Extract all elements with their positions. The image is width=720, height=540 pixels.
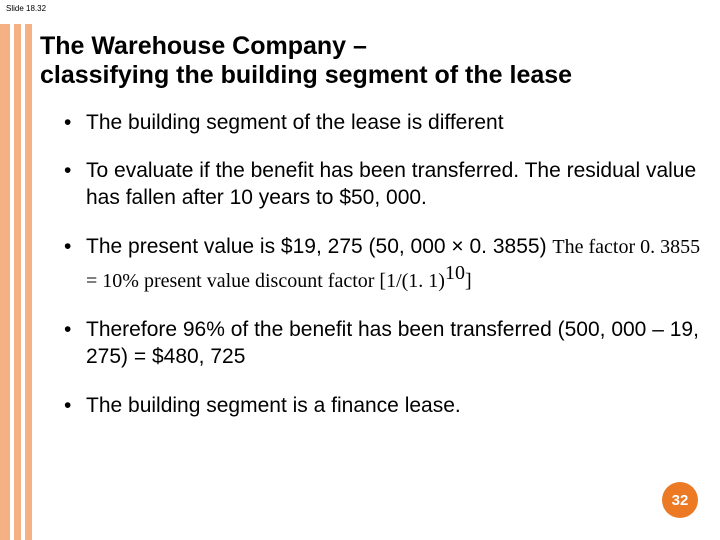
title-line-1: The Warehouse Company –	[40, 32, 367, 60]
slide-ref: Slide 18.32	[6, 4, 46, 13]
bullet-1: The building segment of the lease is dif…	[64, 110, 702, 137]
bullet-3-arial: The present value is $19, 275 (50, 000 ×…	[86, 235, 552, 258]
bullet-list: The building segment of the lease is dif…	[40, 110, 702, 420]
bullet-2: To evaluate if the benefit has been tran…	[64, 158, 702, 212]
stripe-0	[0, 24, 10, 540]
slide-content: The Warehouse Company – classifying the …	[40, 32, 702, 442]
stripe-4	[25, 24, 32, 540]
bullet-4: Therefore 96% of the benefit has been tr…	[64, 317, 702, 371]
bullet-3-sup: 10	[445, 262, 465, 284]
left-stripes	[0, 24, 32, 540]
stripe-2	[14, 24, 21, 540]
title-line-2: classifying the building segment of the …	[40, 61, 572, 89]
bullet-3: The present value is $19, 275 (50, 000 ×…	[64, 234, 702, 295]
page-number-badge: 32	[662, 482, 698, 518]
slide-title: The Warehouse Company – classifying the …	[40, 32, 702, 90]
bullet-3-serif-b: ]	[465, 270, 472, 292]
page-number: 32	[672, 492, 689, 509]
bullet-5: The building segment is a finance lease.	[64, 393, 702, 420]
